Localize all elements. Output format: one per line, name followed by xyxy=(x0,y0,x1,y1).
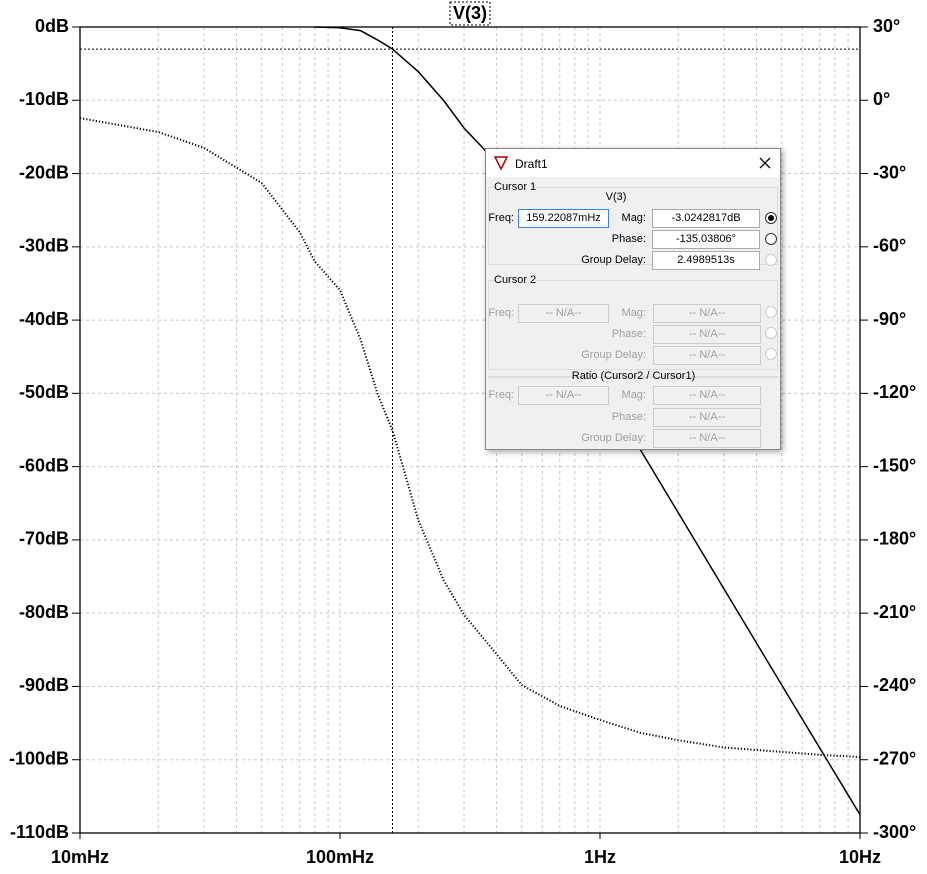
freq-field: -- N/A-- xyxy=(518,304,609,323)
radio-button xyxy=(765,306,777,318)
y2-tick-label: -120° xyxy=(873,382,916,402)
group-label: Cursor 2 xyxy=(494,273,537,287)
x-tick-label: 1Hz xyxy=(584,847,616,867)
title-bar xyxy=(486,149,780,177)
group-label: Ratio (Cursor2 / Cursor1) xyxy=(571,370,696,382)
radio-button xyxy=(765,327,777,339)
close-button[interactable] xyxy=(758,156,772,170)
radio-button[interactable] xyxy=(765,212,777,224)
group-box xyxy=(488,280,778,370)
mag-field[interactable]: -3.0242817dB xyxy=(652,209,760,228)
trace-label: V(3) xyxy=(605,191,627,203)
y2-tick-label: -270° xyxy=(873,748,916,768)
y-tick-label: -10dB xyxy=(19,89,69,109)
field-label: Phase: xyxy=(611,328,646,340)
group-delay-field: -- N/A-- xyxy=(653,429,761,448)
x-tick-label: 100mHz xyxy=(306,847,374,867)
mag-field: -- N/A-- xyxy=(653,386,761,405)
radio-button[interactable] xyxy=(765,254,777,266)
y2-tick-label: -300° xyxy=(873,822,916,842)
field-label: Mag: xyxy=(621,307,646,319)
group-box xyxy=(488,187,778,265)
group-delay-field: -- N/A-- xyxy=(653,346,761,365)
plot-frame xyxy=(79,26,861,834)
phase-line xyxy=(79,117,861,759)
y-tick-label: -30dB xyxy=(19,236,69,256)
field-label: Group Delay: xyxy=(581,432,646,444)
field-label: Phase: xyxy=(611,233,646,245)
field-label: Phase: xyxy=(611,411,646,423)
y2-tick-label: 0° xyxy=(873,89,890,109)
x-tick-label: 10mHz xyxy=(51,847,109,867)
chart-title: V(3) xyxy=(453,3,487,23)
field-label: Group Delay: xyxy=(581,349,646,361)
y2-tick-label: 30° xyxy=(873,16,900,36)
field-label: Mag: xyxy=(621,212,646,224)
phase-field: -- N/A-- xyxy=(653,325,761,344)
y-tick-label: -20dB xyxy=(19,162,69,182)
field-label: Freq: xyxy=(488,212,514,224)
y-tick-label: 0dB xyxy=(35,16,69,36)
y-tick-label: -90dB xyxy=(19,675,69,695)
y2-tick-label: -180° xyxy=(873,529,916,549)
y-tick-label: -50dB xyxy=(19,382,69,402)
cursor-dialog[interactable]: Draft1 Cursor 1 V(3) Freq: 159.22087mHz … xyxy=(485,148,781,450)
separator xyxy=(488,376,778,378)
y-tick-label: -110dB xyxy=(10,822,69,842)
mag-field: -- N/A-- xyxy=(653,304,761,323)
y2-tick-label: -30° xyxy=(873,162,906,182)
field-label: Mag: xyxy=(621,389,646,401)
group-label: Cursor 1 xyxy=(494,180,537,194)
phase-field: -- N/A-- xyxy=(653,408,761,427)
field-label: Freq: xyxy=(488,307,514,319)
group-delay-field[interactable]: 2.4989513s xyxy=(652,251,760,270)
y2-tick-label: -210° xyxy=(873,602,916,622)
freq-field: -- N/A-- xyxy=(518,386,609,405)
x-tick-label: 10Hz xyxy=(839,847,881,867)
y-tick-label: -70dB xyxy=(19,529,69,549)
title-box xyxy=(449,1,491,26)
y2-tick-label: -60° xyxy=(873,236,906,256)
field-label: Freq: xyxy=(488,389,514,401)
radio-button[interactable] xyxy=(765,233,777,245)
dialog-title: Draft1 xyxy=(515,157,548,171)
y2-tick-label: -150° xyxy=(873,455,916,475)
y-tick-label: -40dB xyxy=(19,309,69,329)
phase-field[interactable]: -135.03806° xyxy=(652,230,760,249)
freq-field[interactable]: 159.22087mHz xyxy=(518,209,609,228)
y2-tick-label: -90° xyxy=(873,309,906,329)
app-icon xyxy=(493,156,509,171)
y-tick-label: -60dB xyxy=(19,455,69,475)
y-tick-label: -100dB xyxy=(9,748,69,768)
radio-button xyxy=(765,348,777,360)
y-tick-label: -80dB xyxy=(19,602,69,622)
y2-tick-label: -240° xyxy=(873,675,916,695)
field-label: Group Delay: xyxy=(581,254,646,266)
